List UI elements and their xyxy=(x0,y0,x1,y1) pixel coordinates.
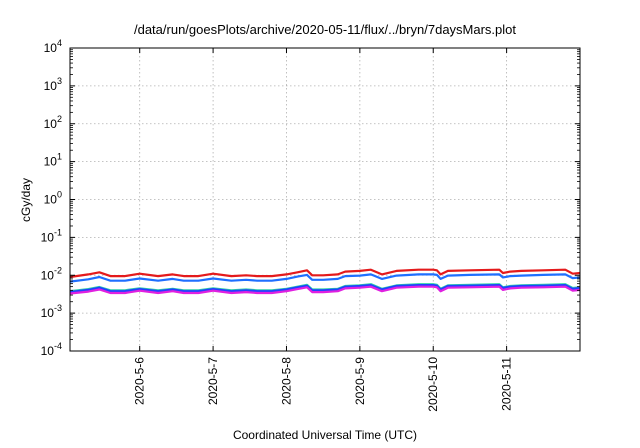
y-tick-exponent: -1 xyxy=(54,227,62,237)
x-axis-label: Coordinated Universal Time (UTC) xyxy=(233,428,417,442)
series-layer xyxy=(69,268,581,295)
y-tick-base: 10 xyxy=(41,306,55,320)
y-tick-label: 10-4 xyxy=(41,341,62,358)
y-tick-label: 104 xyxy=(44,38,62,55)
y-tick-exponent: -4 xyxy=(54,341,62,351)
y-tick-label: 10-3 xyxy=(41,303,62,320)
y-tick-label: 101 xyxy=(44,152,62,169)
y-tick-base: 10 xyxy=(44,117,58,131)
series-line-2 xyxy=(69,273,581,283)
y-tick-label: 10-2 xyxy=(41,265,62,282)
y-tick-base: 10 xyxy=(44,155,58,169)
y-tick-label: 100 xyxy=(44,190,62,207)
x-tick-label: 2020-5-6 xyxy=(133,357,147,405)
series-line-1 xyxy=(69,268,581,279)
y-tick-exponent: 0 xyxy=(57,190,62,200)
x-tick-label: 2020-5-7 xyxy=(206,357,220,405)
y-tick-base: 10 xyxy=(44,79,58,93)
y-tick-exponent: -2 xyxy=(54,265,62,275)
y-tick-label: 103 xyxy=(44,76,62,93)
y-axis-label: cGy/day xyxy=(19,178,33,222)
y-tick-exponent: 1 xyxy=(57,152,62,162)
y-tick-exponent: 2 xyxy=(57,114,62,124)
x-tick-label: 2020-5-8 xyxy=(279,357,293,405)
y-tick-label: 102 xyxy=(44,114,62,131)
x-tick-label: 2020-5-10 xyxy=(426,357,440,412)
x-tick-label: 2020-5-11 xyxy=(500,357,514,411)
chart-title: /data/run/goesPlots/archive/2020-05-11/f… xyxy=(134,22,516,37)
y-tick-exponent: 4 xyxy=(57,38,62,48)
grid xyxy=(70,47,580,352)
y-tick-base: 10 xyxy=(41,230,55,244)
series-line-4 xyxy=(69,284,581,294)
y-tick-base: 10 xyxy=(44,41,58,55)
y-tick-exponent: 3 xyxy=(57,76,62,86)
y-tick-base: 10 xyxy=(44,193,58,207)
plot-frame xyxy=(69,47,581,352)
x-axis-ticks: 2020-5-6 2020-5-7 2020-5-8 2020-5-9 2020-5-1… xyxy=(133,48,514,412)
y-tick-exponent: -3 xyxy=(54,303,62,313)
y-tick-base: 10 xyxy=(41,268,55,282)
y-tick-base: 10 xyxy=(41,344,55,358)
series-line-5 xyxy=(69,285,581,295)
y-tick-label: 10-1 xyxy=(41,227,62,244)
x-tick-label: 2020-5-9 xyxy=(353,357,367,405)
